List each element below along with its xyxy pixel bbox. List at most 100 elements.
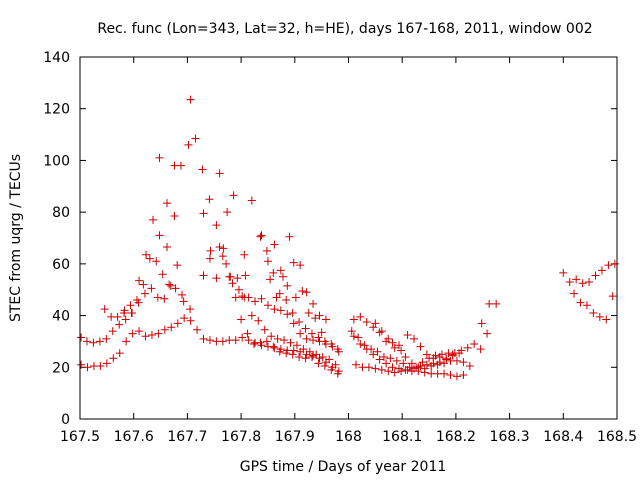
data-point (282, 349, 291, 358)
data-point (452, 356, 461, 365)
data-point (186, 95, 195, 104)
data-point (314, 333, 323, 342)
data-point (452, 372, 461, 381)
data-point (184, 140, 193, 149)
data-point (288, 350, 297, 359)
data-point (139, 280, 148, 289)
data-point (222, 259, 231, 268)
data-point (320, 337, 329, 346)
x-tick-label: 167.5 (60, 429, 100, 445)
data-point (301, 354, 310, 363)
data-point (147, 284, 156, 293)
data-point (102, 359, 111, 368)
data-point (160, 325, 169, 334)
y-tick-label: 20 (52, 360, 70, 376)
data-point (158, 270, 167, 279)
y-tick-label: 100 (43, 153, 70, 169)
data-point (289, 258, 298, 267)
y-tick-label: 80 (52, 205, 70, 221)
data-point (260, 325, 269, 334)
data-point (238, 292, 247, 301)
data-point (280, 336, 289, 345)
data-point (142, 250, 151, 259)
data-point (559, 268, 568, 277)
data-point (570, 289, 579, 298)
data-point (318, 352, 327, 361)
data-point (205, 195, 214, 204)
data-point (205, 336, 214, 345)
data-point (377, 365, 386, 374)
data-point (610, 259, 619, 268)
data-point (266, 275, 275, 284)
data-point (115, 349, 124, 358)
x-tick-label: 168.2 (436, 429, 476, 445)
data-point (126, 301, 135, 310)
data-point (595, 312, 604, 321)
data-point (240, 250, 249, 259)
data-point (311, 314, 320, 323)
data-point (199, 271, 208, 280)
data-point (212, 221, 221, 230)
data-point (565, 277, 574, 286)
data-point (275, 347, 284, 356)
data-point (153, 293, 162, 302)
data-point (170, 212, 179, 221)
data-point (463, 343, 472, 352)
data-point (289, 346, 298, 355)
data-point (269, 342, 278, 351)
data-point (418, 358, 427, 367)
data-point (397, 367, 406, 376)
data-point (477, 319, 486, 328)
data-point (121, 315, 130, 324)
data-point (448, 350, 457, 359)
data-point (229, 191, 238, 200)
data-point (315, 354, 324, 363)
data-point (102, 334, 111, 343)
data-point (167, 323, 176, 332)
data-point (96, 361, 105, 370)
data-point (170, 161, 179, 170)
data-point (270, 240, 279, 249)
data-point (231, 336, 240, 345)
data-point (394, 341, 403, 350)
data-point (113, 312, 122, 321)
data-point (122, 337, 131, 346)
data-point (115, 320, 124, 329)
data-point (149, 215, 158, 224)
data-point (263, 257, 272, 266)
data-point (305, 347, 314, 356)
data-point (333, 345, 342, 354)
x-tick-label: 168.5 (597, 429, 637, 445)
data-point (154, 329, 163, 338)
data-point (390, 368, 399, 377)
data-point (292, 341, 301, 350)
data-point (276, 306, 285, 315)
data-point (254, 316, 263, 325)
y-axis-label: STEC from uqrg / TECUs (8, 154, 24, 322)
data-point (127, 308, 136, 317)
data-point (219, 244, 228, 253)
data-point (283, 310, 292, 319)
data-point (492, 299, 501, 308)
data-point (233, 274, 242, 283)
data-point (249, 340, 258, 349)
data-point (206, 246, 215, 255)
data-point (225, 272, 234, 281)
data-point (608, 292, 617, 301)
data-point (582, 301, 591, 310)
data-point (375, 355, 384, 364)
data-point (576, 298, 585, 307)
data-point (585, 277, 594, 286)
data-point (371, 364, 380, 373)
data-point (604, 261, 613, 270)
data-point (171, 284, 180, 293)
data-point (120, 306, 129, 315)
data-point (321, 315, 330, 324)
data-point (360, 341, 369, 350)
data-point (180, 314, 189, 323)
data-point (193, 325, 202, 334)
data-point (352, 360, 361, 369)
data-point (309, 299, 318, 308)
data-point (307, 329, 316, 338)
